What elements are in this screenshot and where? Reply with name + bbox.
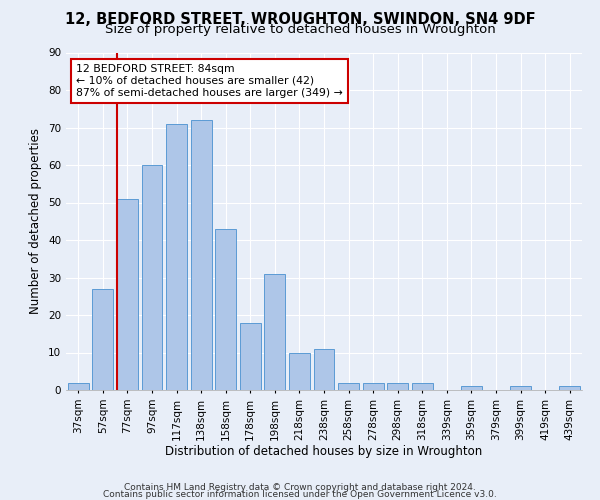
Bar xyxy=(240,322,261,390)
Bar xyxy=(142,165,163,390)
Bar xyxy=(314,349,334,390)
Text: Size of property relative to detached houses in Wroughton: Size of property relative to detached ho… xyxy=(104,22,496,36)
Bar xyxy=(461,386,482,390)
Bar xyxy=(68,382,89,390)
Bar xyxy=(362,382,383,390)
Bar xyxy=(559,386,580,390)
Bar xyxy=(92,289,113,390)
Text: Contains public sector information licensed under the Open Government Licence v3: Contains public sector information licen… xyxy=(103,490,497,499)
Text: Contains HM Land Registry data © Crown copyright and database right 2024.: Contains HM Land Registry data © Crown c… xyxy=(124,484,476,492)
Y-axis label: Number of detached properties: Number of detached properties xyxy=(29,128,43,314)
Bar xyxy=(510,386,531,390)
Bar xyxy=(338,382,359,390)
Bar xyxy=(289,352,310,390)
Bar xyxy=(387,382,408,390)
Bar xyxy=(117,198,138,390)
X-axis label: Distribution of detached houses by size in Wroughton: Distribution of detached houses by size … xyxy=(166,446,482,458)
Bar xyxy=(412,382,433,390)
Bar xyxy=(166,124,187,390)
Text: 12, BEDFORD STREET, WROUGHTON, SWINDON, SN4 9DF: 12, BEDFORD STREET, WROUGHTON, SWINDON, … xyxy=(65,12,535,28)
Text: 12 BEDFORD STREET: 84sqm
← 10% of detached houses are smaller (42)
87% of semi-d: 12 BEDFORD STREET: 84sqm ← 10% of detach… xyxy=(76,64,343,98)
Bar xyxy=(215,229,236,390)
Bar xyxy=(265,274,286,390)
Bar xyxy=(191,120,212,390)
